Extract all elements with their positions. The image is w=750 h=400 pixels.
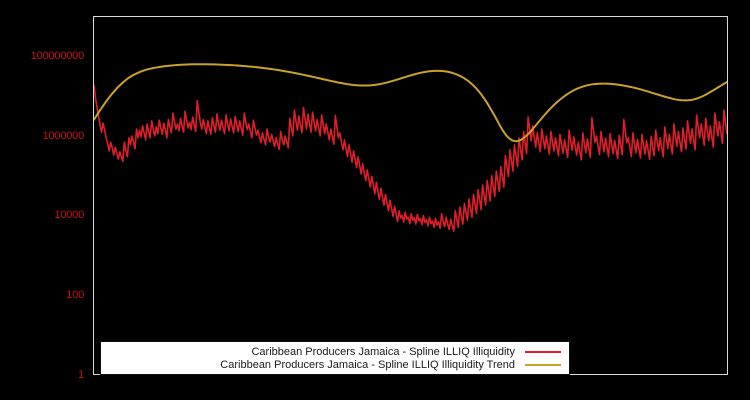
legend-item-trend: Caribbean Producers Jamaica - Spline ILL…: [101, 358, 561, 371]
y-tick-label: 1: [78, 369, 84, 381]
legend-label-illiquidity: Caribbean Producers Jamaica - Spline ILL…: [251, 345, 515, 358]
y-tick-label: 1000000: [42, 129, 85, 142]
chart-legend: Caribbean Producers Jamaica - Spline ILL…: [100, 341, 570, 375]
y-tick-label: 100000000: [30, 49, 84, 62]
series-canvas: [94, 63, 727, 232]
plot-area: [93, 16, 728, 375]
series-line-illiquidity: [94, 84, 727, 232]
legend-swatch-illiquidity: [525, 350, 561, 353]
y-tick-label: 100: [66, 289, 84, 302]
y-axis: 100000000 1000000 10000 100 1: [0, 0, 93, 400]
legend-label-trend: Caribbean Producers Jamaica - Spline ILL…: [220, 358, 515, 371]
y-tick-label: 10000: [54, 209, 84, 222]
legend-item-illiquidity: Caribbean Producers Jamaica - Spline ILL…: [101, 345, 561, 358]
legend-swatch-trend: [525, 363, 561, 366]
series-line-trend: [94, 63, 727, 143]
